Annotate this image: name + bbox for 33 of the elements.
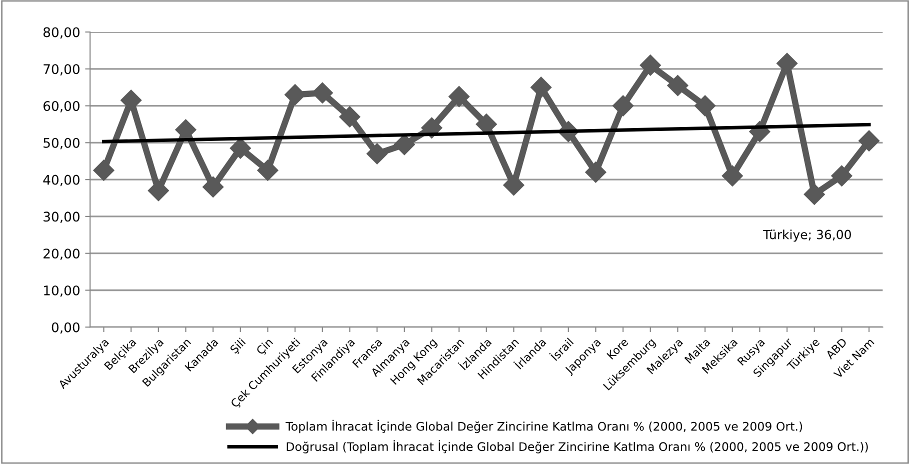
point xyxy=(612,95,634,116)
y-tick-label: 60,00 xyxy=(44,101,80,112)
annotation: Türkiye; 36,00 xyxy=(762,230,851,242)
point xyxy=(448,86,470,108)
y-tick-label: 30,00 xyxy=(44,212,80,224)
point xyxy=(694,95,716,116)
point xyxy=(804,184,825,205)
y-tick-label: 80,00 xyxy=(43,27,80,39)
point xyxy=(366,143,388,164)
point xyxy=(640,54,661,76)
point xyxy=(503,174,524,196)
y-tick-label: 0,00 xyxy=(52,322,80,334)
point xyxy=(585,162,606,183)
point xyxy=(667,74,688,96)
point xyxy=(858,130,880,152)
point xyxy=(202,176,224,198)
x-tick-label: Şili xyxy=(229,338,248,356)
y-tick-label: 20,00 xyxy=(44,248,80,260)
point xyxy=(148,180,169,202)
point xyxy=(530,76,552,98)
point xyxy=(257,160,278,181)
point xyxy=(93,160,114,181)
y-tick-label: 10,00 xyxy=(44,285,80,297)
legend-label: Toplam İhracat İçinde Global Değer Zincirine Katlma Oranı % (2000, 2005 ve 2009 Ort.) xyxy=(286,420,802,434)
point xyxy=(339,106,360,128)
y-tick-label: 70,00 xyxy=(44,64,80,76)
legend-label: Doğrusal (Toplam İhracat İçinde Global Değer Zincirine Katlma Oranı % (2000, 2005 ve 2009 Ort.)) xyxy=(286,440,868,454)
y-tick-label: 40,00 xyxy=(43,174,80,186)
y-tick-label: 50,00 xyxy=(44,138,80,150)
point xyxy=(120,90,142,111)
point xyxy=(175,119,196,140)
point xyxy=(831,165,852,186)
point xyxy=(722,165,743,186)
